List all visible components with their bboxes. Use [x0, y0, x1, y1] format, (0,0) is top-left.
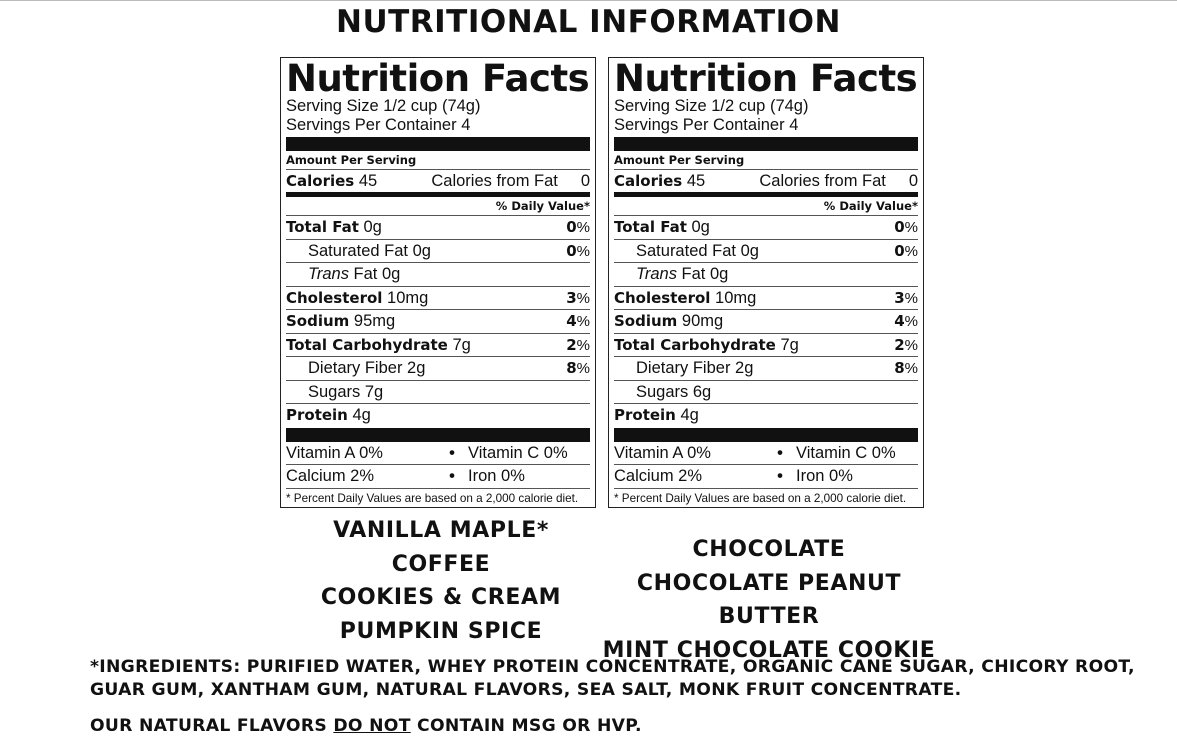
- protein-row: Protein 4g: [286, 406, 371, 424]
- serving-size: Serving Size 1/2 cup (74g): [614, 97, 809, 115]
- medium-divider: [286, 192, 590, 197]
- thick-divider: [286, 427, 590, 442]
- amount-per-serving: Amount Per Serving: [286, 151, 590, 170]
- daily-value-header: % Daily Value*: [286, 197, 590, 216]
- thick-divider: [286, 137, 590, 151]
- flavor-list-right: CHOCOLATE CHOCOLATE PEANUT BUTTER MINT C…: [589, 533, 949, 667]
- daily-value-footnote: * Percent Daily Values are based on a 2,…: [614, 491, 907, 505]
- minerals-row: Calcium 2% • Iron 0%: [614, 465, 918, 489]
- nutrition-facts-title: Nutrition Facts: [286, 57, 590, 100]
- top-divider: [0, 0, 1177, 1]
- daily-value-footnote: * Percent Daily Values are based on a 2,…: [286, 491, 579, 505]
- dietary-fiber-row: Dietary Fiber 2g 8%: [614, 357, 918, 381]
- sugars-row: Sugars 6g: [614, 381, 918, 404]
- medium-divider: [614, 192, 918, 197]
- natural-note-underlined: DO NOT: [333, 716, 411, 736]
- servings-per-container: Servings Per Container 4: [286, 116, 471, 134]
- vitamins-row: Vitamin A 0% • Vitamin C 0%: [614, 442, 918, 465]
- flavor-item: VANILLA MAPLE*: [333, 518, 549, 543]
- cholesterol-row: Cholesterol 10mg 3%: [614, 287, 918, 310]
- flavor-item: COOKIES & CREAM: [320, 585, 562, 610]
- amount-per-serving: Amount Per Serving: [614, 151, 918, 170]
- nutrition-facts-title: Nutrition Facts: [614, 57, 918, 100]
- total-carbohydrate-row: Total Carbohydrate 7g 2%: [286, 334, 590, 357]
- cholesterol-row: Cholesterol 10mg 3%: [286, 287, 590, 310]
- flavor-item: PUMPKIN SPICE: [339, 618, 543, 644]
- total-fat-row: Total Fat 0g 0%: [286, 216, 590, 240]
- sodium-row: Sodium 90mg 4%: [614, 310, 918, 334]
- flavor-list-left: VANILLA MAPLE* COFFEE COOKIES & CREAM PU…: [261, 514, 621, 648]
- total-fat-row: Total Fat 0g 0%: [614, 216, 918, 240]
- serving-size: Serving Size 1/2 cup (74g): [286, 97, 481, 115]
- servings-per-container: Servings Per Container 4: [614, 116, 799, 134]
- natural-note-before: OUR NATURAL FLAVORS: [90, 716, 328, 736]
- vitamins-row: Vitamin A 0% • Vitamin C 0%: [286, 442, 590, 465]
- flavor-item: CHOCOLATE PEANUT BUTTER: [636, 570, 902, 630]
- flavor-item: COFFEE: [391, 551, 491, 577]
- minerals-row: Calcium 2% • Iron 0%: [286, 465, 590, 489]
- calories-row: Calories 45 Calories from Fat 0: [614, 172, 918, 190]
- protein-row: Protein 4g: [614, 406, 699, 424]
- total-carbohydrate-row: Total Carbohydrate 7g 2%: [614, 334, 918, 357]
- dietary-fiber-row: Dietary Fiber 2g 8%: [286, 357, 590, 381]
- saturated-fat-row: Saturated Fat 0g 0%: [286, 240, 590, 263]
- thick-divider: [614, 137, 918, 151]
- sugars-row: Sugars 7g: [286, 381, 590, 404]
- ingredients-text: *INGREDIENTS: PURIFIED WATER, WHEY PROTE…: [90, 657, 1135, 700]
- sodium-row: Sodium 95mg 4%: [286, 310, 590, 334]
- natural-flavors-note: OUR NATURAL FLAVORS DO NOT CONTAIN MSG O…: [90, 716, 642, 736]
- daily-value-header: % Daily Value*: [614, 197, 918, 216]
- page-title: NUTRITIONAL INFORMATION: [336, 4, 841, 40]
- natural-note-after: CONTAIN MSG OR HVP.: [417, 716, 642, 736]
- nutrition-label-left: Nutrition Facts Serving Size 1/2 cup (74…: [280, 57, 596, 508]
- flavor-item: CHOCOLATE: [692, 537, 846, 562]
- trans-fat-row: Trans Fat 0g: [614, 263, 918, 287]
- trans-fat-row: Trans Fat 0g: [286, 263, 590, 287]
- flavor-item: MINT CHOCOLATE COOKIE: [602, 637, 936, 663]
- thick-divider: [614, 427, 918, 442]
- nutrition-label-right: Nutrition Facts Serving Size 1/2 cup (74…: [608, 57, 924, 508]
- calories-row: Calories 45 Calories from Fat 0: [286, 172, 590, 190]
- saturated-fat-row: Saturated Fat 0g 0%: [614, 240, 918, 263]
